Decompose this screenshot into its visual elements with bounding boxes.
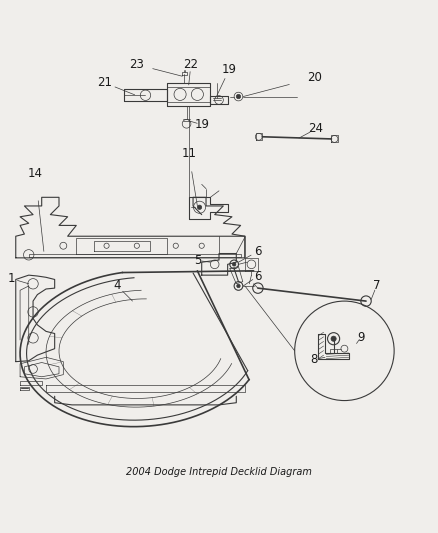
Circle shape bbox=[233, 263, 236, 266]
Circle shape bbox=[198, 205, 202, 209]
Circle shape bbox=[236, 94, 240, 99]
Text: 9: 9 bbox=[357, 331, 364, 344]
Text: 8: 8 bbox=[311, 353, 318, 366]
Text: 20: 20 bbox=[307, 71, 321, 84]
Text: 7: 7 bbox=[373, 279, 381, 292]
Circle shape bbox=[237, 284, 240, 288]
Text: 24: 24 bbox=[308, 123, 323, 135]
Text: 4: 4 bbox=[113, 279, 121, 293]
Text: 2004 Dodge Intrepid Decklid Diagram: 2004 Dodge Intrepid Decklid Diagram bbox=[126, 467, 312, 477]
Text: 21: 21 bbox=[97, 76, 112, 89]
Circle shape bbox=[331, 336, 336, 341]
Text: 19: 19 bbox=[222, 63, 237, 76]
Text: 19: 19 bbox=[194, 118, 209, 131]
Text: 22: 22 bbox=[184, 58, 198, 71]
Text: 14: 14 bbox=[28, 167, 43, 180]
Text: 11: 11 bbox=[181, 147, 196, 160]
Text: 5: 5 bbox=[194, 254, 201, 267]
Text: 1: 1 bbox=[8, 272, 15, 285]
Text: 23: 23 bbox=[129, 58, 144, 71]
Text: 6: 6 bbox=[254, 270, 261, 282]
Text: 6: 6 bbox=[254, 245, 261, 258]
